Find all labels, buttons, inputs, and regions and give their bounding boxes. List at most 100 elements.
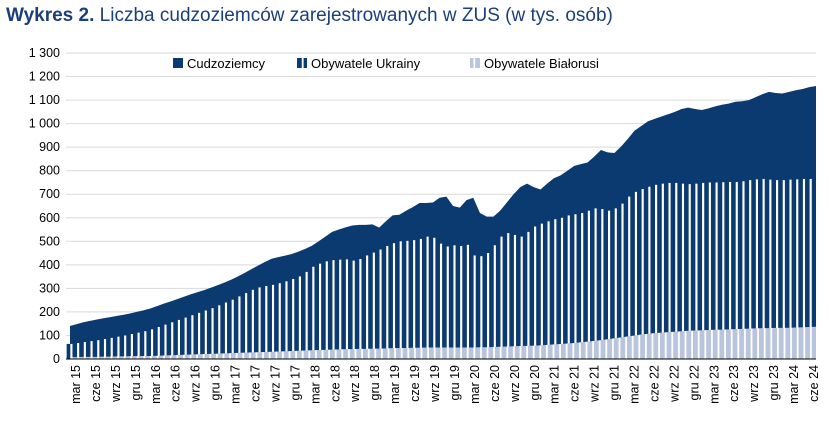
- series-ukraina-bar: [154, 326, 158, 359]
- series-ukraina-bar: [194, 312, 199, 359]
- series-ukraina-bar: [577, 213, 582, 359]
- x-tick-label: mar 18: [308, 365, 322, 404]
- series-ukraina-bar: [698, 182, 703, 359]
- series-ukraina-stripe: [251, 289, 254, 359]
- series-ukraina-stripe: [480, 256, 483, 359]
- series-ukraina-stripe: [379, 249, 382, 359]
- x-tick-label: gru 16: [209, 365, 223, 400]
- chart-title-prefix: Wykres 2.: [6, 5, 95, 26]
- series-ukraina-bar: [765, 179, 770, 359]
- series-ukraina-bar: [322, 261, 326, 359]
- series-ukraina-stripe: [749, 180, 752, 359]
- series-ukraina-stripe: [655, 184, 658, 359]
- series-ukraina-stripe: [339, 259, 342, 359]
- series-ukraina-stripe: [527, 231, 530, 359]
- series-ukraina-stripe: [560, 217, 564, 359]
- y-tick-label: 400: [39, 258, 60, 272]
- series-ukraina-bar: [402, 240, 407, 359]
- series-ukraina-bar: [449, 245, 454, 359]
- series-ukraina-stripe: [789, 179, 792, 359]
- series-ukraina-bar: [167, 322, 172, 359]
- series-ukraina-bar: [637, 189, 642, 359]
- x-tick-label: wrz 17: [269, 365, 283, 403]
- series-ukraina-bar: [375, 249, 380, 359]
- series-ukraina-stripe: [802, 178, 806, 359]
- series-ukraina-stripe: [762, 178, 765, 359]
- series-ukraina-bar: [73, 342, 78, 359]
- series-ukraina-stripe: [507, 233, 510, 359]
- series-ukraina-stripe: [150, 329, 154, 359]
- legend-item: Obywatele Ukrainy: [297, 56, 421, 71]
- x-tick-label: cze 17: [249, 365, 263, 402]
- series-ukraina-bar: [274, 283, 279, 359]
- series-ukraina-stripe: [265, 286, 268, 359]
- series-ukraina-stripe: [453, 245, 456, 359]
- series-ukraina-bar: [409, 240, 414, 359]
- x-tick-label: gru 21: [608, 365, 622, 400]
- series-ukraina-stripe: [681, 183, 685, 359]
- series-ukraina-stripe: [728, 181, 732, 359]
- series-ukraina-stripe: [130, 334, 133, 359]
- x-tick-label: mar 15: [69, 365, 83, 404]
- series-ukraina-stripe: [238, 296, 241, 359]
- series-ukraina-stripe: [668, 182, 671, 359]
- series-ukraina-bar: [570, 214, 575, 359]
- series-ukraina-stripe: [77, 342, 80, 359]
- series-ukraina-stripe: [359, 258, 362, 359]
- series-ukraina-stripe: [796, 179, 799, 359]
- series-ukraina-stripe: [231, 299, 234, 359]
- series-ukraina-bar: [174, 319, 178, 359]
- series-ukraina-stripe: [460, 246, 463, 359]
- series-ukraina-stripe: [641, 189, 644, 359]
- series-ukraina-stripe: [157, 326, 160, 359]
- series-ukraina-stripe: [137, 332, 140, 359]
- series-ukraina-bar: [140, 331, 145, 359]
- series-ukraina-bar: [227, 299, 232, 359]
- series-ukraina-bar: [382, 246, 387, 359]
- x-tick-label: cze 22: [647, 365, 661, 402]
- series-ukraina-bar: [416, 238, 420, 359]
- series-ukraina-bar: [160, 324, 165, 359]
- series-ukraina-bar: [80, 342, 84, 359]
- series-ukraina-bar: [301, 271, 306, 359]
- x-tick-label: wrz 18: [348, 365, 362, 403]
- series-ukraina-stripe: [144, 331, 147, 359]
- series-ukraina-stripe: [601, 209, 604, 359]
- x-axis: mar 15 cze 15 wrz 15 gru 15 mar 16 cze 16 wrz …: [69, 365, 821, 404]
- chart-title: Wykres 2. Liczba cudzoziemców zarejestro…: [6, 5, 613, 27]
- x-tick-label: mar 20: [468, 365, 482, 404]
- series-ukraina-stripe: [574, 214, 577, 359]
- series-ukraina-stripe: [607, 210, 611, 359]
- series-ukraina-stripe: [90, 341, 93, 359]
- series-ukraina-stripe: [204, 310, 207, 359]
- series-ukraina-stripe: [83, 342, 86, 359]
- series-ukraina-stripe: [769, 179, 772, 359]
- series-ukraina-stripe: [345, 259, 349, 359]
- series-ukraina-bar: [66, 343, 71, 359]
- series-ukraina-stripe: [97, 340, 100, 359]
- series-ukraina-bar: [422, 236, 427, 359]
- y-tick-label: 1 000: [29, 117, 60, 131]
- series-ukraina-stripe: [567, 215, 570, 359]
- series-ukraina-bar: [745, 180, 750, 359]
- y-axis: 0 100 200 300 400 500 600 700 800 900 1 000 1 100 1 …: [29, 46, 60, 366]
- series-ukraina-bar: [281, 281, 286, 359]
- series-ukraina-bar: [355, 258, 360, 359]
- series-ukraina-bar: [127, 334, 131, 359]
- x-tick-label: cze 23: [727, 365, 741, 402]
- series-ukraina-stripe: [520, 236, 523, 359]
- plot-area: [66, 85, 816, 360]
- series-ukraina-stripe: [614, 208, 617, 359]
- series-ukraina-bar: [369, 252, 373, 359]
- series-ukraina-stripe: [218, 305, 221, 359]
- series-ukraina-stripe: [305, 271, 308, 359]
- series-ukraina-stripe: [211, 308, 214, 359]
- series-ukraina-stripe: [513, 234, 517, 359]
- series-ukraina-bar: [362, 255, 367, 359]
- series-ukraina-bar: [180, 317, 185, 359]
- series-ukraina-bar: [463, 244, 467, 359]
- series-ukraina-bar: [671, 182, 676, 359]
- x-tick-label: cze 16: [169, 365, 183, 402]
- series-ukraina-stripe: [782, 180, 785, 359]
- series-ukraina-stripe: [278, 283, 281, 359]
